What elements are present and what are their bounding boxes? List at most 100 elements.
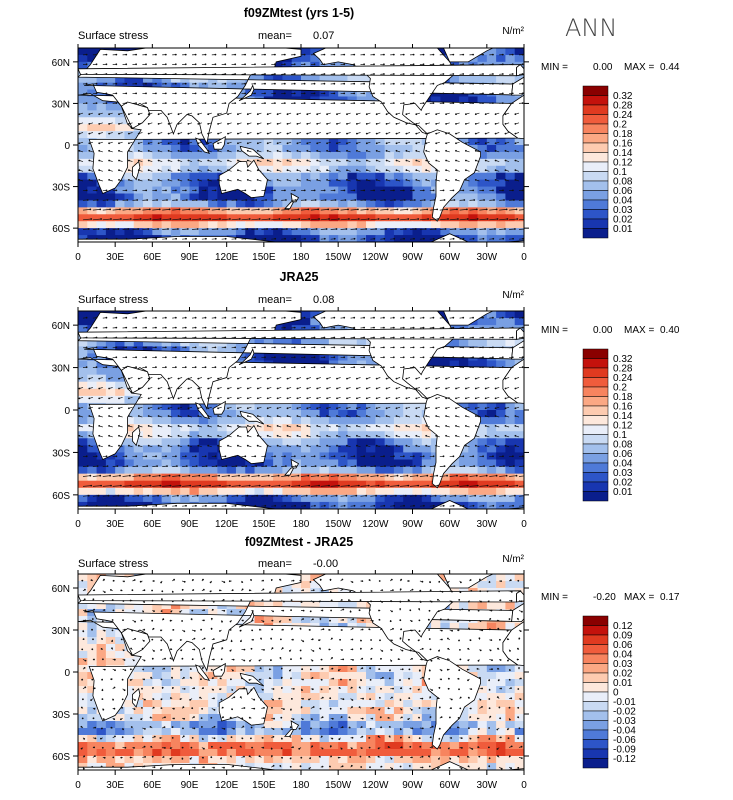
vector-head bbox=[90, 218, 93, 220]
vector-head bbox=[333, 102, 336, 104]
field-cell bbox=[505, 494, 516, 503]
field-cell bbox=[496, 459, 507, 468]
field-cell bbox=[217, 417, 228, 425]
vector-head bbox=[333, 53, 336, 56]
field-cell bbox=[375, 473, 386, 482]
field-cell bbox=[393, 193, 404, 202]
field-cell bbox=[356, 402, 367, 411]
vector-head bbox=[373, 102, 375, 104]
field-cell bbox=[403, 228, 414, 236]
field-cell bbox=[328, 438, 339, 446]
vector-head bbox=[137, 169, 140, 172]
vector-head bbox=[283, 326, 286, 329]
vector-head bbox=[356, 169, 358, 172]
field-cell bbox=[254, 193, 265, 202]
vector-head bbox=[323, 336, 326, 339]
vector-head bbox=[207, 179, 210, 181]
vector-head bbox=[283, 92, 286, 95]
field-cell bbox=[152, 221, 163, 229]
vector-head bbox=[157, 159, 160, 162]
field-cell bbox=[124, 131, 135, 139]
vector-head bbox=[164, 102, 167, 104]
vector-head bbox=[194, 326, 197, 329]
field-cell bbox=[328, 424, 339, 432]
vector-head bbox=[224, 92, 227, 95]
field-cell bbox=[263, 145, 274, 153]
field-cell bbox=[496, 445, 507, 454]
vector-head bbox=[78, 149, 81, 152]
field-cell bbox=[347, 193, 358, 202]
field-cell bbox=[226, 410, 237, 418]
field-cell bbox=[87, 193, 98, 202]
field-cell bbox=[291, 339, 302, 347]
vector-head bbox=[402, 326, 405, 329]
field-cell bbox=[412, 179, 423, 188]
field-cell bbox=[486, 96, 497, 105]
field-cell bbox=[198, 445, 209, 454]
field-cell bbox=[96, 501, 107, 509]
vector-head bbox=[125, 189, 128, 192]
field-cell bbox=[226, 82, 237, 91]
vector-head bbox=[178, 208, 181, 211]
vector-head bbox=[455, 169, 457, 172]
vector-head bbox=[125, 326, 128, 329]
field-cell bbox=[78, 402, 88, 411]
field-cell bbox=[254, 424, 265, 432]
vector-head bbox=[422, 63, 425, 66]
field-cell bbox=[208, 431, 218, 439]
stress-vector bbox=[251, 228, 258, 230]
field-cell bbox=[245, 487, 256, 496]
field-cell bbox=[338, 221, 349, 229]
field-cell bbox=[226, 151, 237, 160]
field-cell bbox=[421, 480, 432, 489]
vector-head bbox=[504, 149, 507, 152]
field-cell bbox=[310, 487, 321, 496]
field-cell bbox=[226, 473, 237, 482]
field-cell bbox=[115, 452, 126, 461]
field-cell bbox=[477, 214, 488, 222]
field-cell bbox=[366, 228, 376, 236]
vector-head bbox=[446, 208, 448, 211]
field-cell bbox=[514, 466, 524, 475]
field-cell bbox=[208, 480, 218, 489]
field-cell bbox=[96, 124, 107, 132]
vector-head bbox=[445, 113, 447, 116]
vector-head bbox=[125, 237, 128, 240]
field-cell bbox=[217, 158, 228, 167]
field-cell bbox=[96, 480, 107, 489]
vector-head bbox=[264, 53, 266, 56]
field-cell bbox=[301, 445, 311, 454]
field-cell bbox=[310, 402, 321, 411]
vector-head bbox=[353, 189, 356, 192]
vector-head bbox=[184, 82, 187, 85]
field-cell bbox=[198, 473, 209, 482]
vector-head bbox=[437, 218, 439, 220]
field-cell bbox=[496, 360, 507, 369]
vector-head bbox=[306, 169, 309, 172]
vector-head bbox=[494, 149, 497, 152]
field-cell bbox=[440, 228, 451, 236]
field-cell bbox=[412, 501, 423, 509]
vector-head bbox=[98, 123, 101, 125]
field-cell bbox=[338, 235, 349, 242]
vector-head bbox=[137, 113, 140, 116]
field-cell bbox=[170, 480, 181, 489]
vector-head bbox=[177, 228, 179, 230]
field-cell bbox=[143, 410, 153, 418]
field-cell bbox=[87, 381, 98, 390]
field-cell bbox=[152, 228, 163, 236]
field-cell bbox=[263, 235, 274, 242]
field-cell bbox=[412, 473, 423, 482]
field-cell bbox=[273, 200, 284, 208]
vector-head bbox=[452, 63, 455, 66]
field-cell bbox=[105, 494, 116, 503]
vector-head bbox=[344, 199, 347, 201]
vector-head bbox=[395, 159, 398, 162]
stress-vector bbox=[92, 209, 101, 211]
field-cell bbox=[96, 110, 107, 118]
field-cell bbox=[486, 445, 497, 454]
field-cell bbox=[115, 117, 126, 125]
vector-head bbox=[115, 346, 118, 349]
stress-vector bbox=[419, 218, 429, 221]
vector-head bbox=[385, 132, 388, 135]
